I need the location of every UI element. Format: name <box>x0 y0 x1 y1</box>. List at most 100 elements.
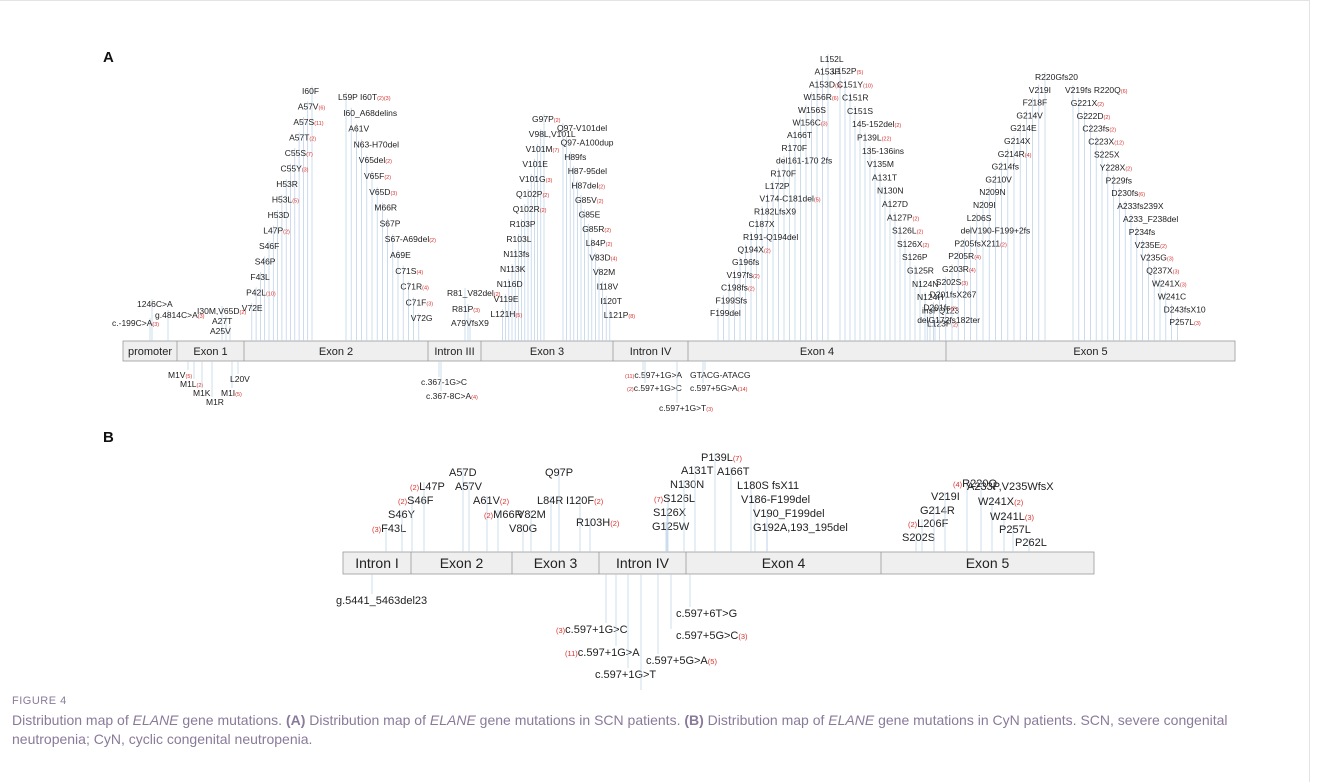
panel-a-count: (5) <box>857 70 864 76</box>
panel-a-count: (4) <box>1025 153 1032 159</box>
panel-b-count: (11) <box>565 649 578 658</box>
panel-b-mutation-name: g.5441_5463del23 <box>336 595 427 607</box>
panel-a-mutation-label: H53L(5) <box>272 195 299 205</box>
panel-a-mutation-name: V135M <box>867 159 894 169</box>
panel-a-count: (4) <box>422 286 429 292</box>
panel-a-mutation-label: P229fs <box>1106 175 1132 185</box>
panel-a-mutation-name: 145-152del <box>852 119 895 129</box>
caption-panel-b: (B) <box>684 712 704 728</box>
panel-a-count: (2) <box>951 323 958 329</box>
panel-a-mutation-label: F43L <box>250 272 270 282</box>
panel-a-mutation-name: V65del <box>359 155 386 165</box>
panel-b-mutation-label: I120F(2) <box>566 495 604 507</box>
panel-b-count: (7) <box>654 495 664 504</box>
panel-a-mutation-label: R170F <box>782 143 808 153</box>
panel-a-mutation-name: V98L,V101L <box>529 129 576 139</box>
panel-a-mutation-name: S46P <box>255 257 276 267</box>
panel-a-count: (10) <box>266 292 276 298</box>
panel-a-mutation-name: S126P <box>902 252 928 262</box>
panel-a-mutation-label: Y228X(2) <box>1100 162 1132 172</box>
panel-a-mutation-label: F199Sfs <box>716 295 748 305</box>
panel-b-region-label: Intron I <box>355 555 399 571</box>
panel-a-count: (8) <box>628 314 635 320</box>
panel-a-mutation-label: G85E <box>579 209 601 219</box>
panel-a-mutation-name: S225X <box>1094 150 1120 160</box>
panel-a-mutation-label: c.597+1G>T(3) <box>659 403 713 413</box>
panel-a-mutation-label: S126L(2) <box>892 226 923 236</box>
panel-b-mutation-name: A233P,V235WfsX <box>967 481 1054 493</box>
panel-a-mutation-name: M1R <box>206 397 224 407</box>
panel-b-mutation-name: G192A,193_195del <box>753 522 848 534</box>
panel-a-mutation-label: P139L(22) <box>857 133 892 143</box>
panel-a-mutation-name: S126X <box>897 239 923 249</box>
panel-a-mutation-label: del161-170 2fs <box>776 156 832 166</box>
panel-b-mutation-name: S202S <box>902 532 935 544</box>
panel-a-count: (2) <box>554 118 561 124</box>
panel-a-count: (11) <box>625 374 635 380</box>
panel-a-mutation-name: C71S <box>395 266 417 276</box>
panel-b-region-label: Exon 3 <box>534 555 578 571</box>
panel-b-mutation-name: G125W <box>652 521 690 533</box>
panel-a-mutation-label: g.4814C>A(3) <box>155 310 205 320</box>
panel-a-mutation-label: V235E(2) <box>1135 240 1167 250</box>
figure-label: FIGURE 4 <box>12 695 67 707</box>
panel-a-mutation-name: L123F <box>927 319 951 329</box>
panel-a-mutation-name: P42L <box>246 288 266 298</box>
panel-a-mutation-label: W156R(6) <box>804 92 839 102</box>
panel-a-mutation-name: P234fs <box>1129 227 1155 237</box>
panel-a-mutation-label: A131T <box>872 172 897 182</box>
panel-a-mutation-name: A233fs239X <box>1117 201 1164 211</box>
panel-a-mutation-name: delV190-F199+2fs <box>961 226 1031 236</box>
panel-a-mutation-label: A57T(2) <box>289 133 316 143</box>
panel-a-region-label: Exon 3 <box>530 346 564 358</box>
caption-part: Distribution map of <box>703 712 829 728</box>
panel-a-mutation-label: (11)c.597+1G>A <box>625 370 682 380</box>
panel-a-mutation-label: H87-95del <box>568 166 607 176</box>
panel-a-mutation-name: insPQ123 <box>922 305 960 315</box>
panel-a-mutation-label: L59P I60T(2)(3) <box>338 92 391 102</box>
panel-a-count: (3) <box>473 308 480 314</box>
caption-gene: ELANE <box>828 712 875 728</box>
panel-b-mutation-label: V186-F199del <box>741 494 810 506</box>
panel-a-count: (2) <box>748 287 755 293</box>
panel-a-mutation-name: P205R <box>948 251 974 261</box>
panel-b-mutation-label: S126X <box>653 507 687 519</box>
panel-a-mutation-name: N209I <box>973 200 996 210</box>
panel-a-mutation-name: c.597+1G>C <box>634 383 682 393</box>
panel-a-count: (5) <box>235 392 242 398</box>
panel-a-mutation-name: H53D <box>268 210 290 220</box>
panel-a-mutation-label: S126P <box>902 252 928 262</box>
mutation-map: A B promoter Exon 1 Exon 2 Intron III Exon 3… <box>103 49 1236 704</box>
panel-b-mutation-label: R103H(2) <box>576 517 620 529</box>
panel-a-mutation-label: C223X(12) <box>1088 137 1124 147</box>
panel-b-mutation-label: L180S fsX11 <box>737 480 799 492</box>
panel-b-count: (2) <box>398 497 408 506</box>
panel-a-mutation-label: G214V <box>1016 110 1043 120</box>
panel-a-count: (2) <box>384 175 391 181</box>
panel-b-mutation-label: A131T <box>681 465 714 477</box>
panel-a-mutation-name: F199del <box>710 308 741 318</box>
panel-b-mutation-name: S46Y <box>388 509 416 521</box>
panel-b-mutation-label: V219I <box>931 491 960 503</box>
panel-a-count: (2) <box>606 242 613 248</box>
panel-b-mutation-label: A61V(2) <box>473 495 510 507</box>
panel-a-mutation-label: H87del(2) <box>571 181 605 191</box>
panel-a-mutation-label: L84P(2) <box>586 238 613 248</box>
panel-a-mutation-name: L47P <box>263 226 283 236</box>
panel-a-mutation-name: S46F <box>259 241 279 251</box>
panel-a-mutation-name: H53R <box>276 179 298 189</box>
panel-a-count: (2) <box>1097 102 1104 108</box>
panel-a-count: (6) <box>1121 89 1128 95</box>
panel-a-mutation-label: c.-199C>A(3) <box>112 318 159 328</box>
panel-a-mutation-label: S126X(2) <box>897 239 929 249</box>
panel-a-mutation-name: N209N <box>979 187 1005 197</box>
panel-a-region-label: Exon 4 <box>800 346 834 358</box>
panel-a-mutation-label: V219fs R220Q(6) <box>1065 85 1128 95</box>
panel-a-mutation-label: A27T <box>212 316 232 326</box>
panel-a-mutation-name: S202S <box>936 277 962 287</box>
panel-a-mutation-label: M1L(2) <box>180 379 203 389</box>
panel-b-mutation-label: c.597+1G>T <box>595 669 656 681</box>
panel-a-count: (4) <box>611 257 618 263</box>
panel-a-mutation-name: V235E <box>1135 240 1161 250</box>
panel-a-mutation-name: N130N <box>877 186 903 196</box>
